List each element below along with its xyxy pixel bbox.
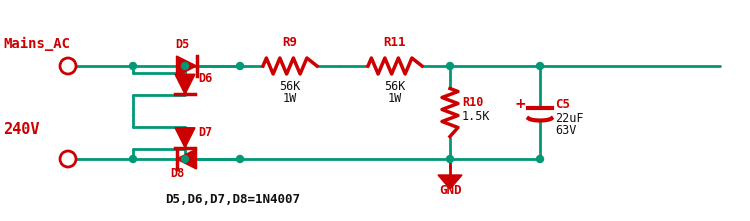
Circle shape [446, 156, 454, 162]
Text: R11: R11 [384, 36, 406, 49]
Text: +: + [514, 97, 526, 112]
Circle shape [236, 63, 244, 69]
Text: 1W: 1W [388, 92, 402, 105]
Text: 56K: 56K [384, 80, 406, 93]
Circle shape [236, 156, 244, 162]
Text: GND: GND [439, 184, 461, 197]
Circle shape [130, 63, 136, 69]
Polygon shape [438, 175, 462, 189]
Text: 240V: 240V [3, 122, 40, 137]
Circle shape [182, 63, 188, 69]
Circle shape [130, 156, 136, 162]
Text: D8: D8 [170, 167, 184, 180]
Circle shape [536, 63, 544, 69]
Text: R10: R10 [462, 97, 483, 109]
Text: 22uF: 22uF [555, 112, 584, 126]
Polygon shape [175, 128, 195, 148]
Text: D6: D6 [198, 72, 212, 85]
Text: C5: C5 [555, 97, 570, 110]
Polygon shape [176, 56, 197, 76]
Circle shape [182, 156, 188, 162]
Text: 1.5K: 1.5K [462, 110, 490, 124]
Text: 63V: 63V [555, 124, 576, 137]
Text: D5,D6,D7,D8=1N4007: D5,D6,D7,D8=1N4007 [165, 193, 300, 206]
Text: 1W: 1W [283, 92, 297, 105]
Polygon shape [175, 74, 195, 94]
Text: R9: R9 [283, 36, 298, 49]
Circle shape [536, 156, 544, 162]
Text: D5: D5 [176, 38, 190, 51]
Text: D7: D7 [198, 126, 212, 139]
Circle shape [446, 63, 454, 69]
Text: 56K: 56K [279, 80, 301, 93]
Polygon shape [176, 149, 197, 169]
Text: Mains_AC: Mains_AC [3, 37, 70, 51]
